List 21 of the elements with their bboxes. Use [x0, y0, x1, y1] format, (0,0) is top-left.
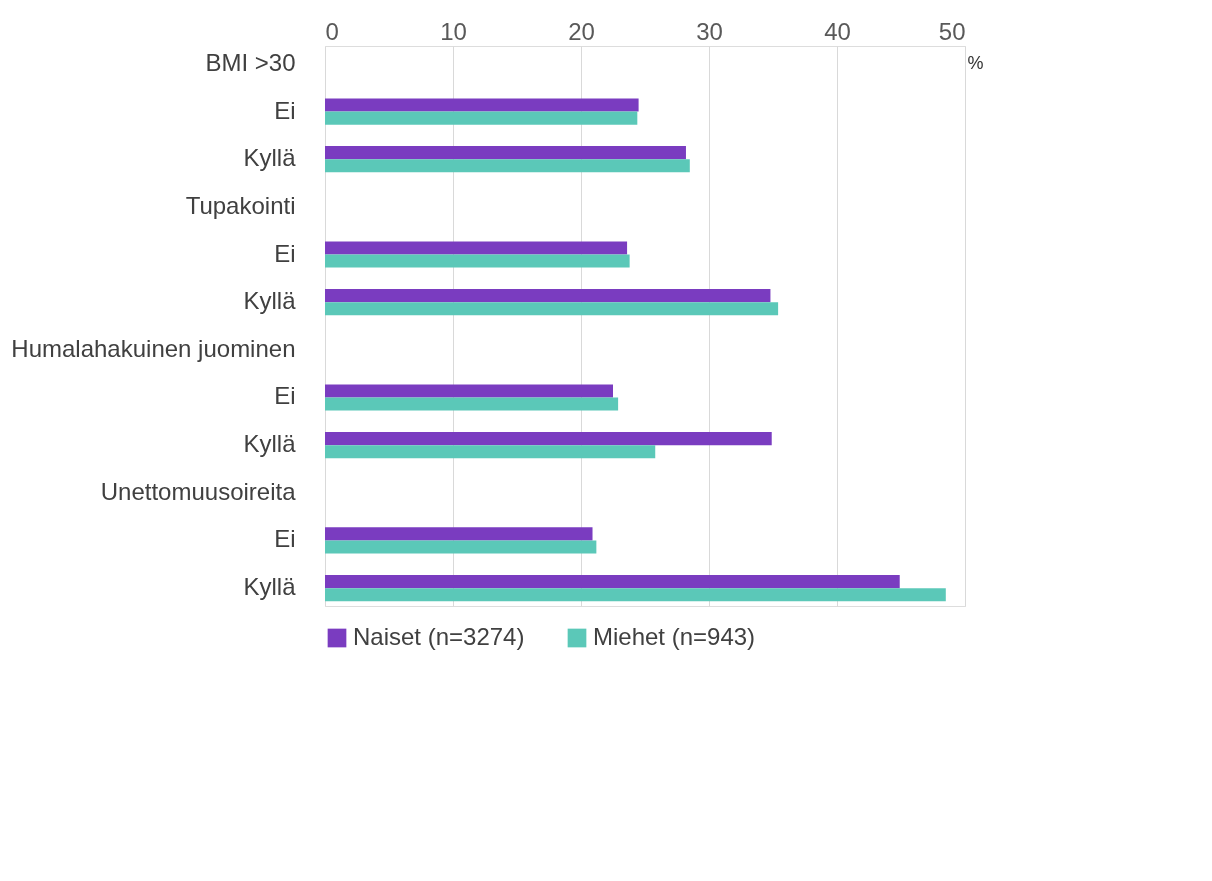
- x-tick-label: 0: [325, 17, 339, 45]
- x-tick-label: 10: [440, 17, 467, 45]
- y-tick-label: Kyllä: [243, 144, 297, 172]
- legend-label: Naiset (n=3274): [353, 623, 525, 650]
- x-tick-label: 20: [568, 17, 595, 45]
- y-tick-label: Unettomuusoireita: [100, 477, 297, 505]
- x-tick-label: 30: [696, 17, 723, 45]
- x-tick-label: 40: [824, 17, 851, 45]
- y-tick-label: Ei: [274, 96, 296, 124]
- y-tick-label: Humalahakuinen juominen: [11, 334, 296, 362]
- y-tick-label: Ei: [274, 239, 296, 267]
- x-axis-title: %: [967, 52, 984, 73]
- y-tick-label: Tupakointi: [185, 191, 296, 219]
- x-tick-label: 50: [938, 17, 966, 45]
- y-tick-label: BMI >30: [205, 48, 296, 76]
- y-tick-label: Ei: [274, 525, 296, 553]
- legend-label: Miehet (n=943): [593, 623, 756, 650]
- y-tick-label: Ei: [274, 382, 296, 410]
- y-tick-label: Kyllä: [243, 287, 297, 315]
- y-tick-label: Kyllä: [243, 430, 297, 458]
- y-tick-label: Kyllä: [243, 573, 297, 601]
